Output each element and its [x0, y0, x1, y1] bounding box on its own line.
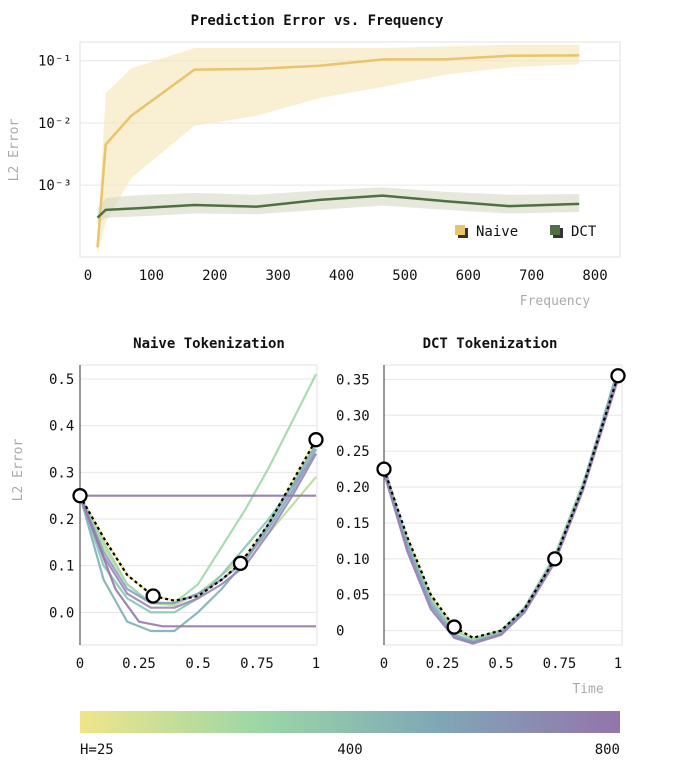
dct-chart-lines	[382, 368, 620, 645]
dct-ytick-label: 0.35	[336, 372, 370, 388]
naive-series-line	[78, 448, 317, 605]
dct-xtick-label: 1	[614, 656, 622, 672]
naive-chart: Naive Tokenization L2 Error 0.0 0.1 0.2 0.3…	[11, 336, 324, 672]
dct-ytick-label: 0.30	[336, 408, 370, 424]
naive-keypoint	[145, 588, 161, 604]
naive-chart-title: Naive Tokenization	[133, 336, 285, 352]
dct-series-line	[382, 368, 620, 643]
naive-chart-xticks: 0 0.25 0.5 0.75 1	[76, 656, 320, 672]
naive-xtick-label: 0.75	[240, 656, 274, 672]
dct-ytick-label: 0	[336, 624, 344, 640]
dct-chart-keypoints	[376, 368, 626, 635]
top-xtick-label: 700	[519, 268, 544, 284]
top-xtick-label: 300	[265, 268, 290, 284]
top-xtick-label: 200	[202, 268, 227, 284]
top-chart-ylabel: L2 Error	[7, 119, 22, 182]
colorbar-label-max: 800	[595, 742, 620, 758]
dct-reference-line	[382, 375, 620, 639]
naive-keypoint	[72, 488, 88, 504]
naive-series-line	[78, 495, 316, 628]
dct-keypoint	[547, 551, 563, 567]
dct-keypoint	[610, 368, 626, 384]
dct-chart: DCT Tokenization Time 00.050.100.150.200…	[336, 336, 626, 697]
naive-ytick-label: 0.3	[49, 465, 74, 481]
band-dct	[97, 187, 580, 223]
dct-chart-xticks: 0 0.25 0.5 0.75 1	[380, 656, 622, 672]
top-ytick-label: 10⁻³	[38, 178, 72, 194]
legend-dct-label: DCT	[571, 224, 597, 240]
dct-ytick-label: 0.15	[336, 516, 370, 532]
dct-keypoint	[446, 619, 462, 635]
dct-ytick-label: 0.10	[336, 552, 370, 568]
dct-ytick-label: 0.25	[336, 444, 370, 460]
dct-series-line	[382, 371, 620, 641]
naive-series-line	[79, 373, 317, 605]
legend-naive-swatch	[455, 225, 465, 235]
naive-xtick-label: 1	[312, 656, 320, 672]
naive-chart-reference	[79, 439, 317, 602]
top-xtick-label: 100	[139, 268, 164, 284]
top-chart-xlabel: Frequency	[520, 294, 591, 309]
dct-xtick-label: 0.5	[488, 656, 513, 672]
top-xtick-label: 500	[392, 268, 417, 284]
naive-ytick-label: 0.0	[49, 605, 74, 621]
dct-chart-reference	[382, 375, 620, 639]
top-chart-legend: Naive DCT	[455, 224, 597, 240]
naive-ytick-label: 0.2	[49, 512, 74, 528]
naive-chart-lines	[78, 373, 317, 633]
naive-chart-ylabel: L2 Error	[11, 439, 26, 502]
naive-keypoint	[232, 555, 249, 571]
dct-ytick-label: 0.05	[336, 588, 370, 604]
naive-keypoint	[308, 432, 324, 448]
dct-chart-xlabel: Time	[572, 682, 603, 697]
colorbar: H=25 400 800	[80, 711, 620, 758]
dct-keypoint	[376, 461, 392, 477]
dct-xtick-label: 0.75	[543, 656, 577, 672]
top-xtick-label: 0	[84, 268, 92, 284]
dct-ytick-label: 0.20	[336, 480, 370, 496]
naive-ytick-label: 0.5	[49, 372, 74, 388]
dct-series-line	[382, 379, 620, 645]
top-chart-bands	[97, 44, 580, 254]
dct-chart-frame	[383, 364, 623, 646]
colorbar-gradient	[80, 711, 620, 733]
dct-xtick-label: 0.25	[426, 656, 460, 672]
top-ytick-label: 10⁻¹	[38, 54, 72, 70]
top-chart-xticks: 0 100 200 300 400 500 600 700 800	[84, 268, 608, 284]
top-xtick-label: 600	[456, 268, 481, 284]
top-ytick-label: 10⁻²	[38, 116, 72, 132]
naive-xtick-label: 0.5	[185, 656, 210, 672]
naive-chart-yticks: 0.0 0.1 0.2 0.3 0.4 0.5	[49, 372, 74, 621]
legend-dct-swatch	[550, 225, 560, 235]
dct-chart-grid	[383, 365, 622, 645]
line-dct	[96, 194, 580, 219]
naive-reference-line	[79, 439, 317, 602]
naive-series-line	[78, 453, 317, 609]
top-xtick-label: 800	[582, 268, 607, 284]
colorbar-label-min: H=25	[80, 742, 114, 758]
naive-xtick-label: 0	[76, 656, 84, 672]
top-chart-yticks: 10⁻³ 10⁻² 10⁻¹	[38, 54, 72, 194]
dct-chart-yticks: 0 0.05 0.10 0.15 0.20 0.25 0.30 0.35	[336, 372, 370, 639]
top-xtick-label: 400	[329, 268, 354, 284]
naive-chart-keypoints	[72, 432, 324, 604]
band-naive	[97, 44, 580, 254]
naive-ytick-label: 0.4	[49, 419, 74, 435]
top-chart-frame	[79, 41, 621, 258]
top-chart: Prediction Error vs. Frequency L2 Error …	[7, 13, 621, 309]
top-chart-title: Prediction Error vs. Frequency	[191, 13, 444, 29]
dct-xtick-label: 0	[380, 656, 388, 672]
line-naive	[96, 54, 580, 248]
dct-chart-title: DCT Tokenization	[423, 336, 558, 352]
legend-naive-label: Naive	[476, 224, 518, 240]
naive-xtick-label: 0.25	[122, 656, 156, 672]
colorbar-label-mid: 400	[337, 742, 362, 758]
naive-ytick-label: 0.1	[49, 559, 74, 575]
top-chart-lines	[96, 54, 580, 248]
